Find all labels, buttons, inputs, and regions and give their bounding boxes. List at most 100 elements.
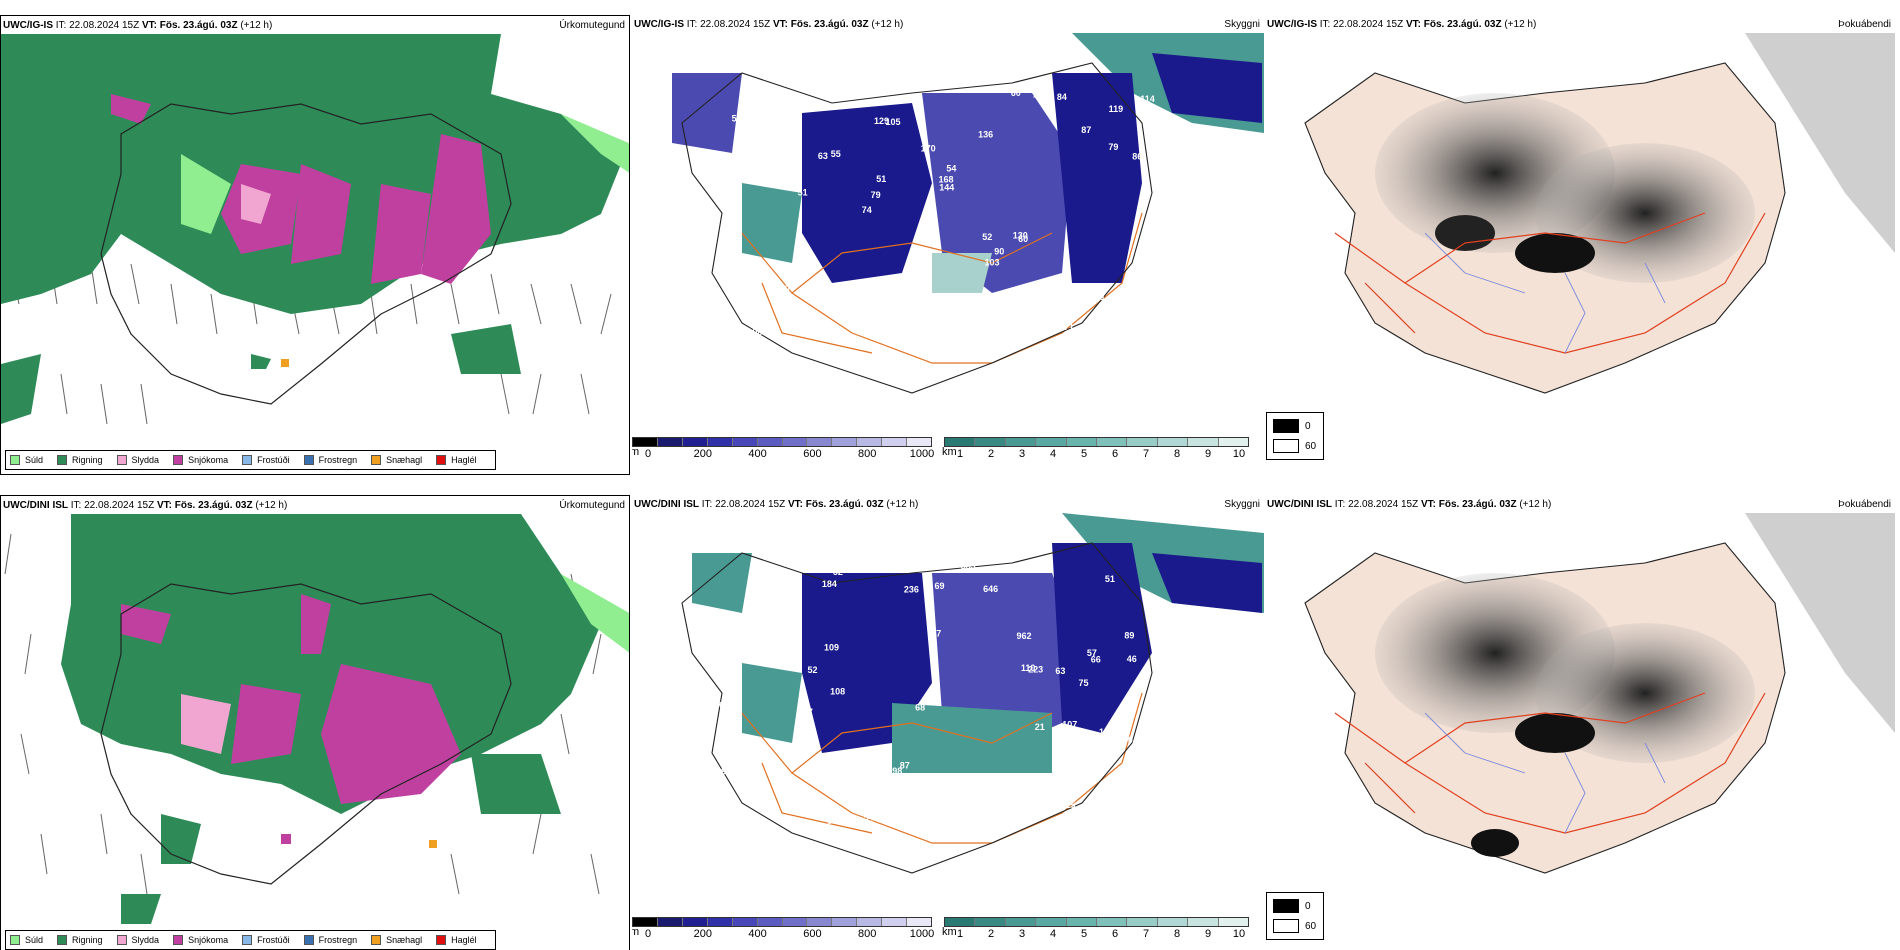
cloud-base-label: 130 xyxy=(1013,230,1028,240)
model-name: UWC/IG-IS xyxy=(1267,19,1317,30)
panel-title: UWC/DINI ISL IT: 22.08.2024 15Z VT: Fös.… xyxy=(3,500,287,511)
colorbar-cell xyxy=(807,918,833,926)
cloud-base-label: 50 xyxy=(1123,735,1133,745)
cloud-base-label: 69 xyxy=(716,767,726,777)
valid-time: VT: Fös. 23.ágú. 03Z xyxy=(772,19,869,30)
cloud-base-label: 187 xyxy=(1099,727,1114,737)
colorbar-cell xyxy=(975,918,1006,926)
legend-item: Frostregn xyxy=(303,455,358,465)
panel-title: UWC/IG-IS IT: 22.08.2024 15Z VT: Fös. 23… xyxy=(3,20,272,31)
panel-title: UWC/DINI ISL IT: 22.08.2024 15Z VT: Fös.… xyxy=(634,499,918,510)
cloud-base-label: 144 xyxy=(939,182,954,192)
colorbar-cell xyxy=(657,918,683,926)
lead-time: (+12 h) xyxy=(886,499,919,510)
cloud-base-label: 170 xyxy=(1152,768,1167,778)
cloud-base-label: 74 xyxy=(1151,166,1161,176)
fog-legend-row: 0 xyxy=(1273,419,1311,433)
precip-type-panel-bottom: UWC/DINI ISL IT: 22.08.2024 15Z VT: Fös.… xyxy=(0,495,630,950)
legend-item: Rigning xyxy=(57,935,103,945)
colorbar-cell xyxy=(832,918,858,926)
colorbar-cell xyxy=(1218,918,1249,926)
cloud-base-label: 140 xyxy=(775,284,790,294)
cloud-base-label: 168 xyxy=(707,337,722,347)
colorbar-tick-label: 200 xyxy=(693,928,712,940)
cloud-base-label: 51 xyxy=(876,174,886,184)
colorbar-tick-label: 4 xyxy=(1049,448,1057,460)
cloud-base-label: 66 xyxy=(1078,763,1088,773)
legend-swatch-sleet xyxy=(116,455,127,465)
cloud-base-label: 122 xyxy=(1033,89,1048,99)
cloud-base-labels: 66 89 81 67 68 52 57 55 51 57 46 61 75 54 69 60 48 184 87 6… xyxy=(708,553,1166,826)
visibility-colorbar: 1 2 3 4 5 6 7 8 9 10 km xyxy=(942,437,1249,463)
colorbar-cell xyxy=(857,918,883,926)
legend-item: Slydda xyxy=(116,455,159,465)
visibility-unit: km xyxy=(942,446,957,458)
colorbar-cell xyxy=(782,918,808,926)
colorbar-tick-label: 1000 xyxy=(909,928,935,940)
cloud-base-label: 52 xyxy=(808,665,818,675)
cloud-base-label: 21 xyxy=(1035,722,1045,732)
cloud-base-label: 74 xyxy=(862,205,872,215)
cloud-base-label: 108 xyxy=(973,295,988,305)
colorbar-cell xyxy=(1157,438,1189,446)
cloud-base-label: 79 xyxy=(1108,142,1118,152)
legend-swatch-freezing-drizzle xyxy=(242,455,253,465)
iceland-coastline xyxy=(681,62,1153,394)
fog-panel-top: UWC/IG-IS IT: 22.08.2024 15Z VT: Fös. 23… xyxy=(1265,15,1895,475)
model-name: UWC/DINI ISL xyxy=(3,500,68,511)
cloud-base-label: 73 xyxy=(871,286,881,296)
legend-item: Snæhagl xyxy=(371,935,422,945)
legend-label: Rigning xyxy=(72,455,103,465)
precip-type-panel-top: UWC/IG-IS IT: 22.08.2024 15Z VT: Fös. 23… xyxy=(0,15,630,475)
cloud-base-label: 168 xyxy=(939,175,954,185)
colorbar-cell xyxy=(1157,918,1189,926)
cloud-base-labels: 281 771 119 74 136 108 129 170 91 55 54 57 105 54 60 58… xyxy=(699,66,1161,352)
legend-label: Frostregn xyxy=(318,455,358,465)
cloud-base-label: 51 xyxy=(798,188,808,198)
legend-label: Frostregn xyxy=(318,935,358,945)
cloud-base-label: 57 xyxy=(778,633,788,643)
colorbar-cell xyxy=(857,438,883,446)
legend-swatch-hail xyxy=(436,935,447,945)
iceland-coastline xyxy=(100,103,512,405)
legend-swatch-snow xyxy=(173,455,184,465)
colorbar-tick-label: 1000 xyxy=(909,448,935,460)
init-time: IT: 22.08.2024 15Z xyxy=(55,20,140,31)
panel-type-label: Þokuábendi xyxy=(1838,19,1891,30)
fog-panel-bottom: UWC/DINI ISL IT: 22.08.2024 15Z VT: Fös.… xyxy=(1265,495,1895,950)
colorbar-cell xyxy=(882,438,908,446)
legend-swatch-freezing-rain xyxy=(303,455,314,465)
cloud-base-label: 51 xyxy=(1105,574,1115,584)
colorbar-tick-label: 1 xyxy=(956,928,964,940)
lead-time: (+12 h) xyxy=(871,19,904,30)
cloud-base-label: 55 xyxy=(824,773,834,783)
legend-item: Snæhagl xyxy=(371,455,422,465)
colorbar-cell xyxy=(1036,438,1067,446)
init-time: IT: 22.08.2024 15Z xyxy=(1319,19,1404,30)
cloud-base-label: 185 xyxy=(699,151,714,161)
precip-map-bottom xyxy=(4,514,629,924)
legend-item: Frostregn xyxy=(303,935,358,945)
colorbar-tick-label: 7 xyxy=(1142,448,1150,460)
colorbar-tick-label: 0 xyxy=(644,448,652,460)
cloud-base-label: 54 xyxy=(706,310,716,320)
legend-label: Haglél xyxy=(451,935,477,945)
cloud-base-label: 90 xyxy=(994,246,1004,256)
cloud-base-label: 136 xyxy=(978,130,993,140)
colorbar-tick-label: 10 xyxy=(1232,928,1246,940)
legend-item: Frostúði xyxy=(242,935,290,945)
colorbar-cell xyxy=(882,918,908,926)
colorbar-cell xyxy=(1066,918,1098,926)
fog-legend-row: 0 xyxy=(1273,899,1311,913)
cloud-base-label: 69 xyxy=(935,581,945,591)
cloud-base-label: 184 xyxy=(822,579,837,589)
colorbar-tick-label: 3 xyxy=(1018,928,1026,940)
cloud-base-label: 84 xyxy=(1057,92,1067,102)
cloud-base-label: 62 xyxy=(792,319,802,329)
cloud-base-label: 110 xyxy=(1021,663,1036,673)
rivers xyxy=(1424,712,1666,834)
visibility-colorbar-ticks: 1 2 3 4 5 6 7 8 9 10 xyxy=(944,927,1249,941)
legend-label: Rigning xyxy=(72,935,103,945)
roads xyxy=(741,692,1143,844)
init-time: IT: 22.08.2024 15Z xyxy=(70,500,155,511)
